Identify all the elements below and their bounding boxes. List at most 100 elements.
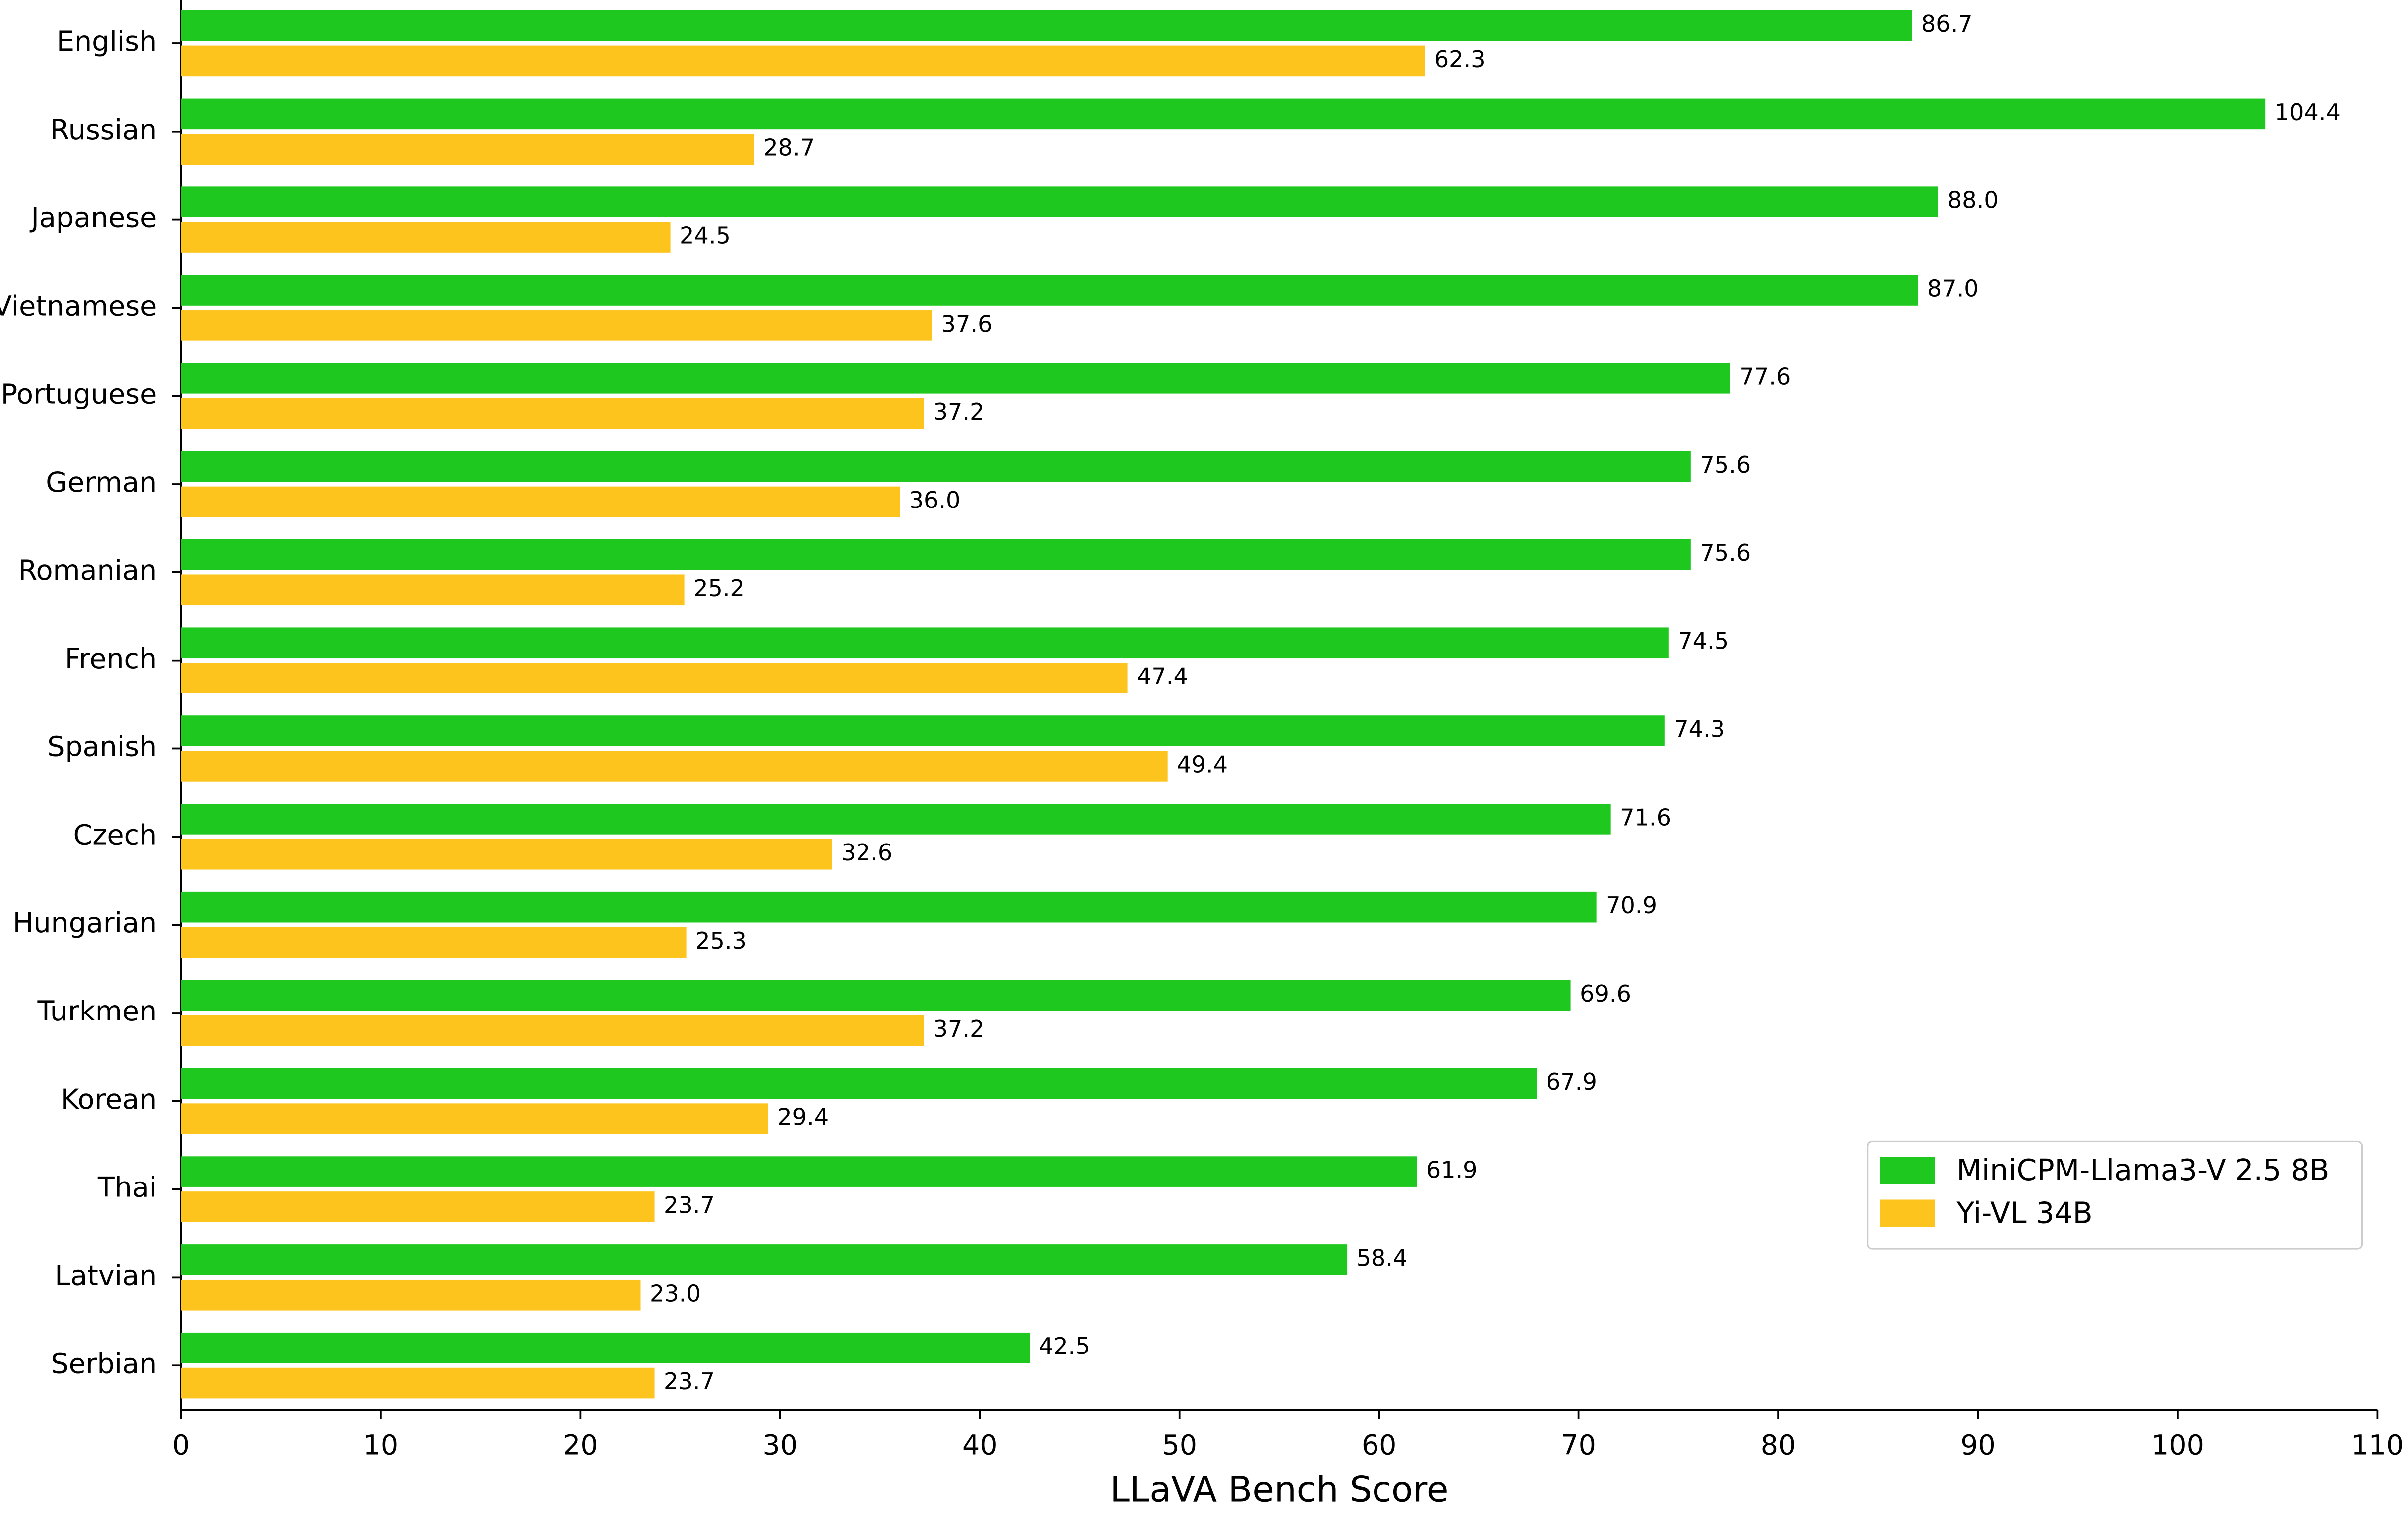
- y-tick-label: Turkmen: [37, 996, 157, 1027]
- bar: [181, 927, 687, 958]
- value-label: 37.6: [941, 310, 993, 337]
- value-label: 36.0: [909, 487, 961, 513]
- x-tick-label: 10: [363, 1430, 399, 1462]
- value-label: 104.4: [2275, 99, 2341, 126]
- value-label: 23.7: [664, 1191, 715, 1218]
- bar: [181, 1244, 1348, 1275]
- bar: [181, 486, 900, 517]
- value-label: 70.9: [1606, 892, 1657, 919]
- bar: [181, 539, 1691, 570]
- y-tick-label: Czech: [73, 819, 157, 851]
- value-label: 75.6: [1700, 451, 1751, 478]
- x-axis-label: LLaVA Bench Score: [1110, 1468, 1448, 1510]
- x-tick-label: 90: [1960, 1430, 1996, 1462]
- legend-swatch: [1880, 1157, 1935, 1184]
- x-tick-label: 100: [2151, 1430, 2204, 1462]
- value-label: 49.4: [1177, 751, 1228, 778]
- legend-label: MiniCPM-Llama3-V 2.5 8B: [1956, 1153, 2329, 1187]
- legend-swatch: [1880, 1199, 1935, 1227]
- value-label: 47.4: [1137, 663, 1188, 690]
- value-label: 23.0: [650, 1280, 701, 1307]
- value-label: 24.5: [680, 222, 731, 249]
- value-label: 61.9: [1426, 1157, 1478, 1183]
- bar: [181, 45, 1425, 77]
- bar: [181, 663, 1128, 693]
- bar: [181, 1103, 768, 1134]
- bar: [181, 1279, 641, 1311]
- value-label: 58.4: [1357, 1244, 1408, 1271]
- value-label: 67.9: [1546, 1068, 1597, 1095]
- bar: [181, 362, 1730, 394]
- bar: [181, 1367, 655, 1399]
- value-label: 25.3: [695, 927, 747, 954]
- value-label: 86.7: [1921, 10, 1973, 37]
- x-tick-label: 20: [563, 1430, 598, 1462]
- y-tick-label: Thai: [97, 1172, 157, 1204]
- bar: [181, 1015, 924, 1046]
- value-label: 23.7: [664, 1368, 715, 1395]
- bar: [181, 1156, 1417, 1187]
- x-tick-label: 50: [1162, 1430, 1197, 1462]
- bar: [181, 398, 924, 429]
- bar: [181, 10, 1912, 41]
- x-tick-label: 30: [763, 1430, 798, 1462]
- value-label: 29.4: [777, 1104, 829, 1131]
- bar: [181, 1191, 655, 1222]
- y-tick-label: Spanish: [47, 731, 157, 763]
- x-tick-label: 80: [1761, 1430, 1796, 1462]
- y-tick-label: Russian: [50, 114, 157, 146]
- bar: [181, 222, 671, 253]
- value-label: 87.0: [1927, 275, 1979, 302]
- y-tick-label: Japanese: [29, 202, 157, 234]
- y-tick-label: Latvian: [55, 1260, 157, 1292]
- x-tick-label: 110: [2351, 1430, 2404, 1462]
- value-label: 74.3: [1674, 716, 1725, 743]
- bar: [181, 310, 932, 341]
- value-label: 77.6: [1739, 363, 1791, 390]
- y-tick-label: Serbian: [51, 1348, 157, 1380]
- bar: [181, 627, 1669, 659]
- value-label: 37.2: [933, 398, 985, 425]
- y-tick-label: Vietnamese: [0, 291, 157, 323]
- y-tick-label: Korean: [61, 1084, 157, 1116]
- value-label: 75.6: [1700, 539, 1751, 566]
- bar: [181, 839, 832, 870]
- value-label: 69.6: [1580, 980, 1631, 1007]
- bar: [181, 715, 1665, 746]
- x-tick-label: 40: [962, 1430, 998, 1462]
- value-label: 74.5: [1678, 628, 1729, 655]
- value-label: 62.3: [1434, 46, 1486, 73]
- bar: [181, 1068, 1537, 1099]
- legend-box: [1867, 1140, 2363, 1250]
- y-tick-label: German: [46, 467, 157, 499]
- bar: [181, 1332, 1030, 1363]
- y-tick-label: Romanian: [18, 555, 157, 587]
- bar: [181, 804, 1611, 835]
- legend-label: Yi-VL 34B: [1956, 1196, 2092, 1230]
- bar: [181, 751, 1168, 782]
- value-label: 32.6: [841, 839, 892, 866]
- y-tick-label: English: [57, 26, 157, 58]
- bar: [181, 451, 1691, 482]
- bar: [181, 574, 685, 606]
- y-tick-label: Hungarian: [13, 907, 157, 939]
- value-label: 37.2: [933, 1015, 985, 1042]
- y-tick-label: French: [65, 643, 157, 675]
- value-label: 42.5: [1039, 1333, 1090, 1359]
- x-tick-label: 60: [1362, 1430, 1397, 1462]
- x-tick-label: 70: [1561, 1430, 1596, 1462]
- bar: [181, 134, 754, 165]
- value-label: 28.7: [763, 134, 815, 161]
- bar: [181, 275, 1918, 306]
- y-tick-label: Portuguese: [1, 378, 157, 410]
- value-label: 88.0: [1947, 187, 1999, 214]
- value-label: 71.6: [1620, 804, 1671, 831]
- bar: [181, 891, 1597, 923]
- bar: [181, 980, 1571, 1011]
- bar: [181, 98, 2266, 130]
- bar: [181, 186, 1938, 217]
- value-label: 25.2: [693, 575, 745, 602]
- x-tick-label: 0: [172, 1430, 190, 1462]
